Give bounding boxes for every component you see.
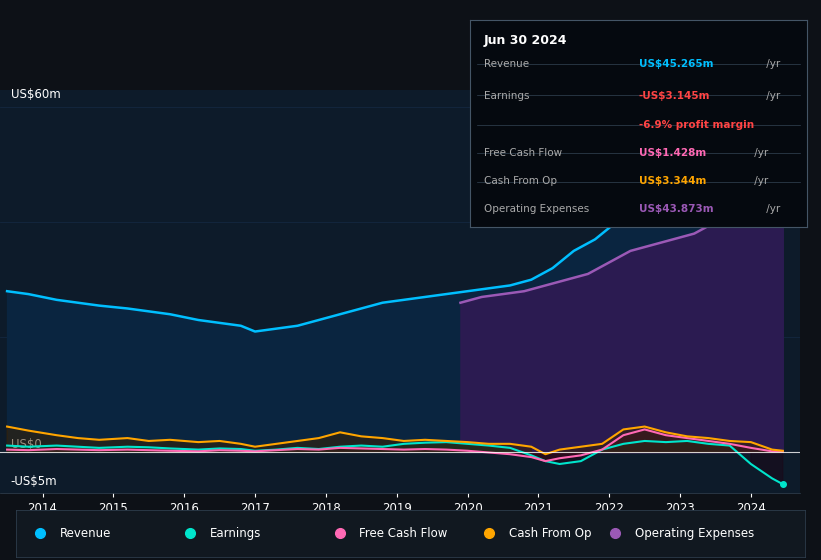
Text: Revenue: Revenue <box>484 59 529 69</box>
Text: /yr: /yr <box>764 204 781 214</box>
Text: Free Cash Flow: Free Cash Flow <box>360 527 447 540</box>
Text: /yr: /yr <box>764 59 781 69</box>
Text: Earnings: Earnings <box>484 91 530 101</box>
Text: US$43.873m: US$43.873m <box>639 204 713 214</box>
Text: Operating Expenses: Operating Expenses <box>484 204 589 214</box>
Text: Revenue: Revenue <box>60 527 111 540</box>
Text: -US$3.145m: -US$3.145m <box>639 91 710 101</box>
Text: /yr: /yr <box>751 148 768 158</box>
Text: /yr: /yr <box>764 91 781 101</box>
Text: -6.9% profit margin: -6.9% profit margin <box>639 120 754 130</box>
Text: Jun 30 2024: Jun 30 2024 <box>484 34 567 47</box>
Text: Cash From Op: Cash From Op <box>509 527 591 540</box>
Text: /yr: /yr <box>751 176 768 186</box>
Text: Operating Expenses: Operating Expenses <box>635 527 754 540</box>
Text: -US$5m: -US$5m <box>11 475 57 488</box>
Text: US$0: US$0 <box>11 438 41 451</box>
Text: US$60m: US$60m <box>11 88 61 101</box>
Text: US$3.344m: US$3.344m <box>639 176 706 186</box>
Text: Cash From Op: Cash From Op <box>484 176 557 186</box>
Text: Free Cash Flow: Free Cash Flow <box>484 148 562 158</box>
Text: US$45.265m: US$45.265m <box>639 59 713 69</box>
Text: US$1.428m: US$1.428m <box>639 148 706 158</box>
Text: Earnings: Earnings <box>209 527 261 540</box>
